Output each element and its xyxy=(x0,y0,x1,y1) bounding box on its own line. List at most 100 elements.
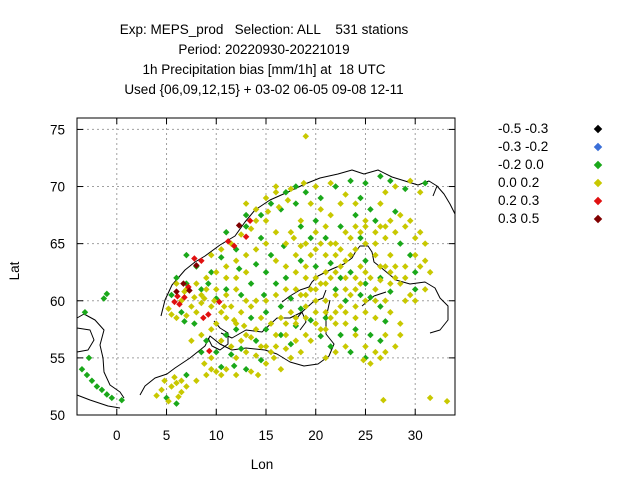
station-point xyxy=(178,388,185,396)
station-point xyxy=(257,356,265,364)
station-point xyxy=(302,188,310,196)
station-point xyxy=(208,268,215,276)
station-point xyxy=(382,188,389,196)
station-point xyxy=(270,354,278,362)
station-point xyxy=(397,211,404,219)
station-point xyxy=(237,291,245,299)
station-point xyxy=(282,188,290,196)
station-point xyxy=(247,334,255,341)
station-point xyxy=(337,223,344,230)
station-point xyxy=(397,320,404,327)
station-point xyxy=(264,208,272,215)
station-point xyxy=(174,292,181,300)
station-point xyxy=(108,394,116,402)
station-point xyxy=(342,297,349,305)
station-point xyxy=(230,242,238,250)
x-tick-label: 0 xyxy=(113,428,121,443)
legend-marker-2 xyxy=(593,142,603,152)
station-point xyxy=(297,305,305,313)
station-point xyxy=(287,228,295,236)
station-point xyxy=(402,274,409,282)
station-point xyxy=(426,394,434,402)
station-point xyxy=(377,263,384,270)
station-point xyxy=(168,291,175,299)
station-point xyxy=(287,340,295,348)
station-point xyxy=(235,265,243,273)
station-point xyxy=(213,348,220,356)
y-tick-label: 65 xyxy=(50,237,65,252)
station-point xyxy=(252,217,260,225)
station-point xyxy=(183,371,190,379)
station-point xyxy=(322,280,329,287)
chart-title-line-3: 1h Precipitation bias [mm/1h] at 18 UTC xyxy=(142,62,386,77)
station-point xyxy=(302,331,310,339)
station-point xyxy=(257,234,265,242)
station-point xyxy=(352,286,359,293)
station-point xyxy=(272,343,280,350)
station-point xyxy=(260,291,268,299)
station-point xyxy=(292,268,300,276)
station-point xyxy=(342,343,349,350)
station-point xyxy=(292,251,300,259)
station-point xyxy=(237,308,245,316)
station-point xyxy=(302,240,310,247)
station-point xyxy=(232,286,240,293)
station-point xyxy=(181,318,188,325)
station-point xyxy=(377,200,384,207)
legend-label-5: 0.2 0.3 xyxy=(498,193,540,208)
station-point xyxy=(175,393,182,400)
station-point xyxy=(282,263,290,270)
station-point xyxy=(387,280,394,287)
station-point xyxy=(332,251,339,259)
legend-label-1: -0.5 -0.3 xyxy=(498,121,549,136)
legend-label-6: 0.3 0.5 xyxy=(498,211,540,226)
legend-row-1: -0.5 -0.3 xyxy=(498,121,610,139)
station-point xyxy=(297,291,305,299)
station-point xyxy=(342,286,349,293)
station-point xyxy=(392,263,399,270)
station-point xyxy=(392,208,399,215)
station-point xyxy=(208,326,215,333)
station-point xyxy=(168,311,175,318)
station-point xyxy=(220,303,228,310)
station-point xyxy=(267,251,275,259)
coastline-denmark xyxy=(207,320,229,351)
station-point xyxy=(322,223,329,230)
station-point xyxy=(327,259,334,267)
station-point xyxy=(332,291,339,299)
station-point xyxy=(287,354,295,362)
station-point xyxy=(262,194,270,202)
station-point xyxy=(252,246,260,253)
legend-row-4: 0.0 0.2 xyxy=(498,175,610,193)
station-point xyxy=(347,348,354,356)
station-point xyxy=(208,366,215,373)
station-point xyxy=(257,211,265,219)
station-point xyxy=(193,262,200,269)
station-point xyxy=(262,240,270,247)
station-point xyxy=(382,331,389,339)
station-point xyxy=(83,371,91,379)
station-point xyxy=(302,133,310,140)
y-tick-label: 50 xyxy=(50,408,65,423)
station-point xyxy=(362,280,369,287)
station-point xyxy=(297,217,305,225)
station-point xyxy=(252,337,260,345)
station-point xyxy=(357,234,364,242)
coastline-ireland xyxy=(76,327,95,353)
station-point xyxy=(337,274,344,282)
chart-title-line-4: Used {06,09,12,15} + 03-02 06-05 09-08 1… xyxy=(124,82,404,97)
station-point xyxy=(307,316,315,324)
station-point xyxy=(222,263,230,270)
station-point xyxy=(235,222,243,229)
station-point xyxy=(153,392,160,399)
station-point xyxy=(217,308,225,316)
station-point xyxy=(377,276,384,284)
station-point xyxy=(362,343,369,350)
station-point xyxy=(222,274,230,282)
station-point xyxy=(372,348,379,356)
station-point xyxy=(215,298,223,306)
station-point xyxy=(193,377,200,384)
station-point xyxy=(411,297,419,305)
station-point xyxy=(242,268,250,276)
station-point xyxy=(402,223,409,230)
